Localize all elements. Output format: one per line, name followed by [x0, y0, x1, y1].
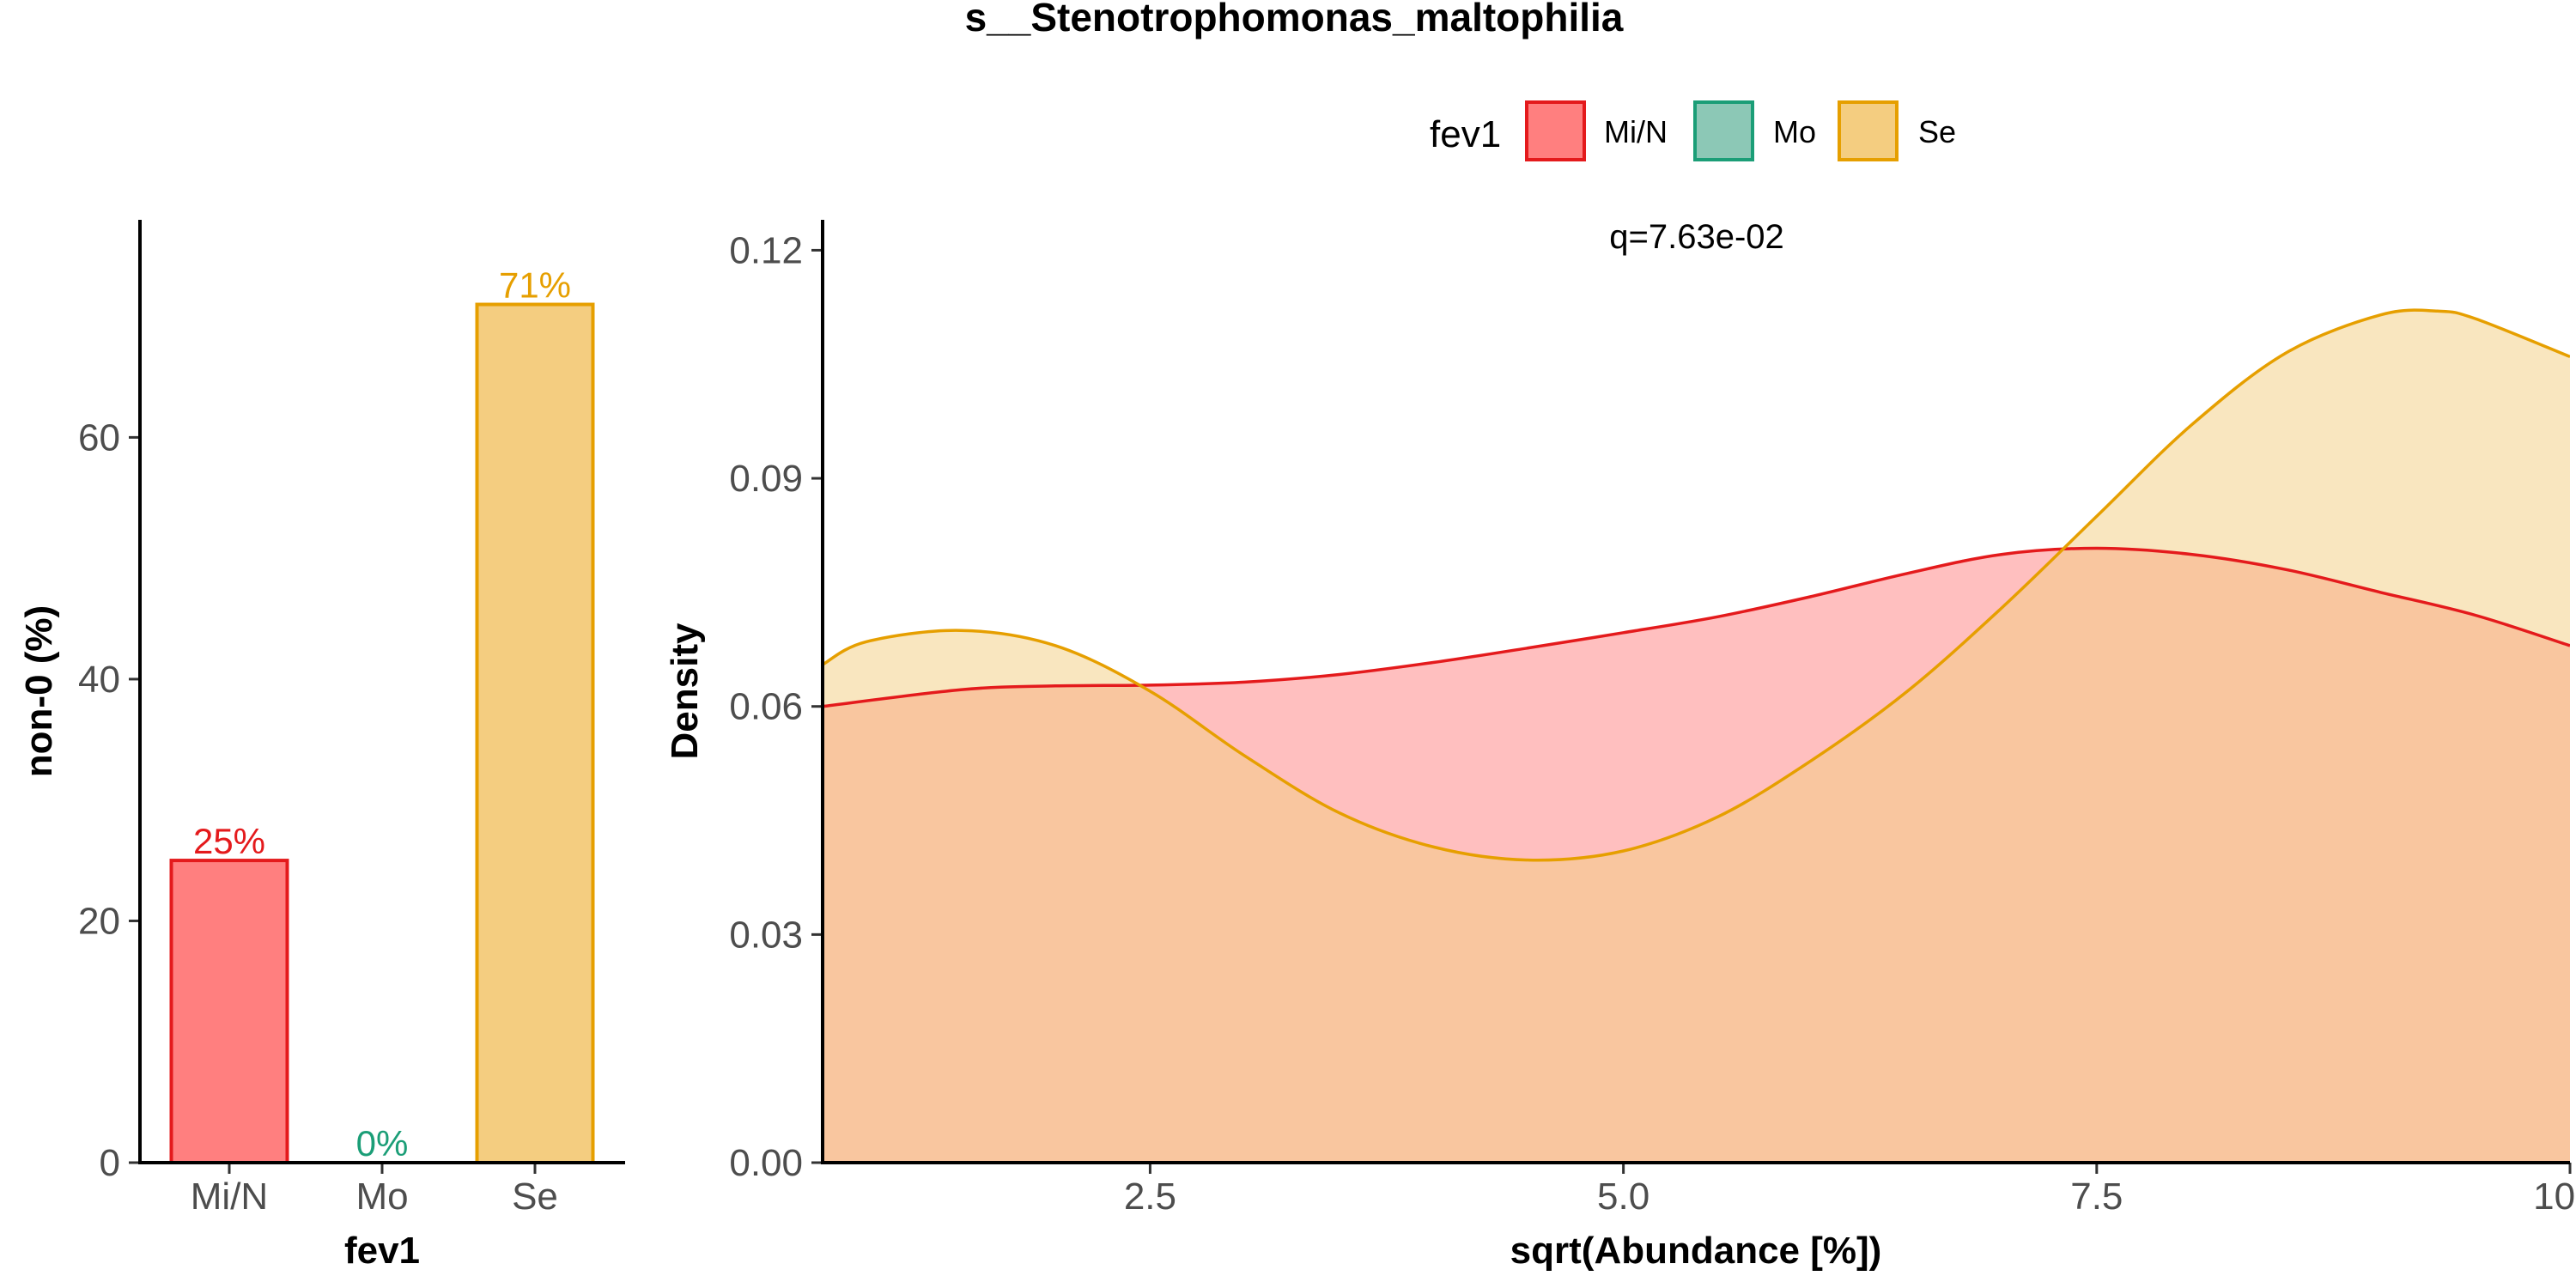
bar-chart: 25% 0% 71% 0 20 40 60 Mi/N Mo Se fev1 non-0 (%) — [18, 220, 625, 1272]
bar-y-tick-label: 20 — [78, 900, 120, 942]
density-y-tick-label: 0.12 — [729, 229, 803, 271]
legend: fev1 Mi/N Mo Se — [1430, 100, 1956, 161]
legend-key-mi-n — [1525, 100, 1586, 161]
chart-title: s__Stenotrophomonas_maltophilia — [965, 0, 1624, 39]
legend-title: fev1 — [1430, 113, 1501, 155]
bar-x-ticks: Mi/N Mo Se — [191, 1163, 558, 1218]
legend-label-mo: Mo — [1773, 114, 1816, 149]
density-y-tick-label: 0.09 — [729, 458, 803, 500]
density-line-mi-n — [823, 546, 2570, 708]
density-x-tick-label: 7.5 — [2070, 1176, 2123, 1218]
density-y-tick-label: 0.00 — [729, 1142, 803, 1184]
legend-label-se: Se — [1918, 114, 1956, 149]
density-y-axis-title: Density — [664, 623, 706, 759]
bar-se — [475, 302, 595, 1164]
density-y-tick-label: 0.06 — [729, 686, 803, 728]
legend-label-mi-n: Mi/N — [1604, 114, 1668, 149]
density-x-tick-label: 5.0 — [1597, 1176, 1649, 1218]
bar-marks: 25% 0% 71% — [169, 265, 595, 1164]
bar-y-axis-title: non-0 (%) — [18, 605, 60, 777]
bar-y-ticks: 0 20 40 60 — [78, 416, 140, 1184]
bar-x-tick-label: Mi/N — [191, 1176, 268, 1218]
bar-data-label-mi-n: 25% — [193, 821, 265, 861]
bar-y-tick-label: 40 — [78, 659, 120, 701]
bar-x-tick-label: Se — [512, 1176, 558, 1218]
density-y-tick-label: 0.03 — [729, 914, 803, 956]
density-chart: 0.00 0.03 0.06 0.09 0.12 2.5 5.0 7.5 10.0 q=7.6… — [664, 218, 2576, 1272]
legend-key-se — [1838, 100, 1899, 161]
bar-mi-n — [169, 859, 289, 1164]
bar-x-axis-title: fev1 — [344, 1230, 420, 1272]
bar-data-label-se: 71% — [499, 265, 571, 306]
bar-x-tick-label: Mo — [355, 1176, 408, 1218]
density-x-tick-label: 10.0 — [2533, 1176, 2576, 1218]
density-line-se — [823, 308, 2570, 862]
density-y-ticks: 0.00 0.03 0.06 0.09 0.12 — [729, 229, 823, 1184]
density-x-axis-title: sqrt(Abundance [%]) — [1510, 1230, 1882, 1272]
density-areas — [823, 308, 2570, 1163]
density-x-tick-label: 2.5 — [1124, 1176, 1176, 1218]
legend-key-mo — [1693, 100, 1754, 161]
density-area-se — [823, 310, 2570, 1163]
bar-data-label-mo: 0% — [356, 1123, 409, 1163]
q-value-annotation: q=7.63e-02 — [1609, 218, 1784, 256]
density-x-ticks: 2.5 5.0 7.5 10.0 — [1124, 1163, 2576, 1218]
bar-y-tick-label: 0 — [100, 1142, 120, 1184]
bar-y-tick-label: 60 — [78, 416, 120, 459]
